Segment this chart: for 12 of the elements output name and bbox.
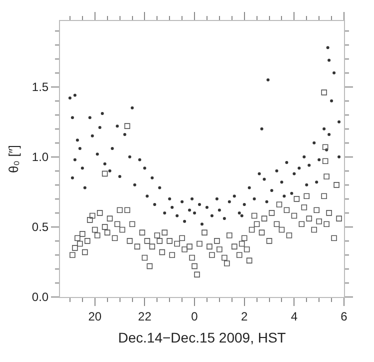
y-tick-label: 0.5 <box>32 220 49 234</box>
x-tick-label: 6 <box>340 309 348 324</box>
x-tick-label: 20 <box>88 309 102 324</box>
y-axis-title: θ₀ [″] <box>6 144 21 174</box>
x-tick-label: 2 <box>241 309 248 324</box>
y-tick-label: 1.5 <box>32 80 49 94</box>
y-tick-label: 0.0 <box>32 290 49 304</box>
y-tick-label: 1.0 <box>32 150 49 164</box>
x-axis-title: Dec.14−Dec.15 2009, HST <box>118 330 286 346</box>
x-tick-label: 22 <box>138 309 152 324</box>
x-tick-label: 4 <box>290 309 298 324</box>
x-tick-label: 0 <box>191 309 198 324</box>
